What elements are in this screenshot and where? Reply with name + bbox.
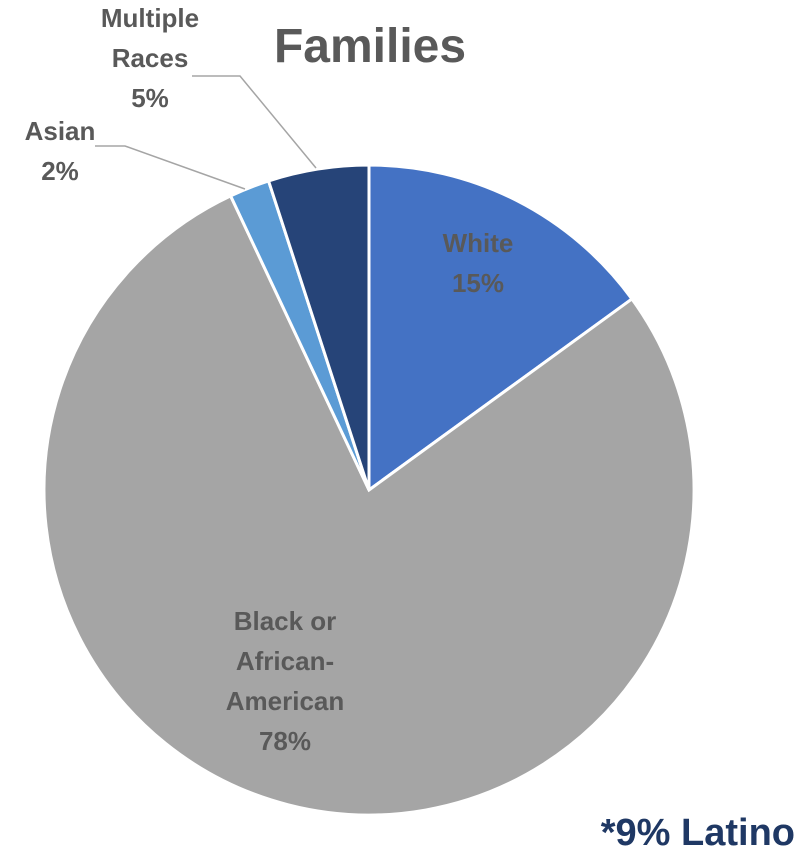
slice-category-label: Black or: [234, 606, 337, 636]
slice-label: White 15%: [443, 228, 514, 298]
pie-slice: [266, 163, 371, 491]
pie-slices: [42, 163, 696, 817]
slice-label: Multiple Races 5%: [101, 3, 199, 113]
footnote: *9% Latino: [600, 812, 795, 854]
slice-value-label: 5%: [131, 83, 169, 113]
slice-category-label: Multiple: [101, 3, 199, 33]
slice-value-label: 15%: [452, 268, 504, 298]
pie-slice: [42, 193, 696, 817]
slice-category-label: Races: [112, 43, 189, 73]
leader-line: [95, 145, 246, 190]
slice-category-label: American: [226, 686, 345, 716]
slice-label: Black or African- American 78%: [226, 606, 345, 756]
slice-category-label: African-: [236, 646, 334, 676]
slice-label: Asian 2%: [25, 116, 96, 186]
slice-category-label: White: [443, 228, 514, 258]
chart-title: Families: [274, 20, 466, 73]
leader-lines: [95, 75, 317, 190]
slice-category-label: Asian: [25, 116, 96, 146]
slice-labels: White 15% Black or African- American 78% Asian…: [25, 3, 514, 756]
slice-value-label: 2%: [41, 156, 79, 186]
slice-value-label: 78%: [259, 726, 311, 756]
leader-line: [192, 75, 317, 169]
pie-slice: [367, 163, 635, 493]
